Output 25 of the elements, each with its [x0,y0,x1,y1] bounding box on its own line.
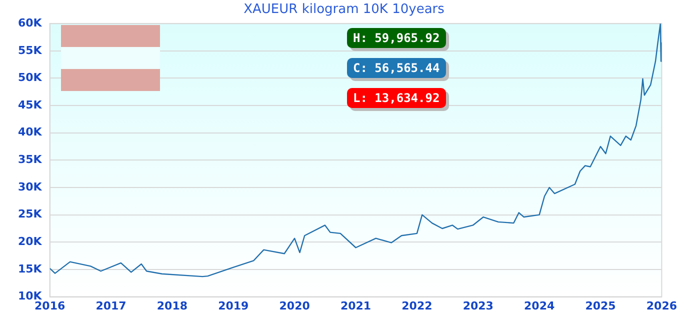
annotation: L: 13,634.92 [347,88,446,108]
x-tick-label: 2025 [585,299,616,312]
y-tick-label: 45K [18,98,42,112]
y-tick-label: 50K [18,71,42,84]
x-tick-label: 2021 [340,299,372,312]
chart-title: XAUEUR kilogram 10K 10years [244,2,445,18]
annotation: C: 56,565.44 [347,58,446,78]
x-tick-label: 2023 [462,299,494,312]
x-tick-label: 2018 [156,299,188,312]
y-tick-label: 40K [18,126,42,139]
y-tick-label: 55K [18,44,42,57]
annotation: H: 59,965.92 [347,28,446,48]
x-tick-label: 2017 [96,299,126,312]
y-tick-label: 15K [18,262,42,276]
y-tick-label: 60K [18,16,42,30]
y-tick-label: 30K [18,180,42,194]
x-tick-label: 2024 [524,299,555,312]
x-tick-label: 2026 [646,299,678,312]
x-tick-label: 2019 [218,299,249,312]
y-tick-label: 20K [18,235,42,248]
x-tick-label: 2016 [34,299,66,312]
x-tick-label: 2022 [402,299,432,312]
x-tick-label: 2020 [279,299,310,312]
y-tick-label: 25K [18,208,42,221]
y-tick-label: 35K [18,153,42,166]
